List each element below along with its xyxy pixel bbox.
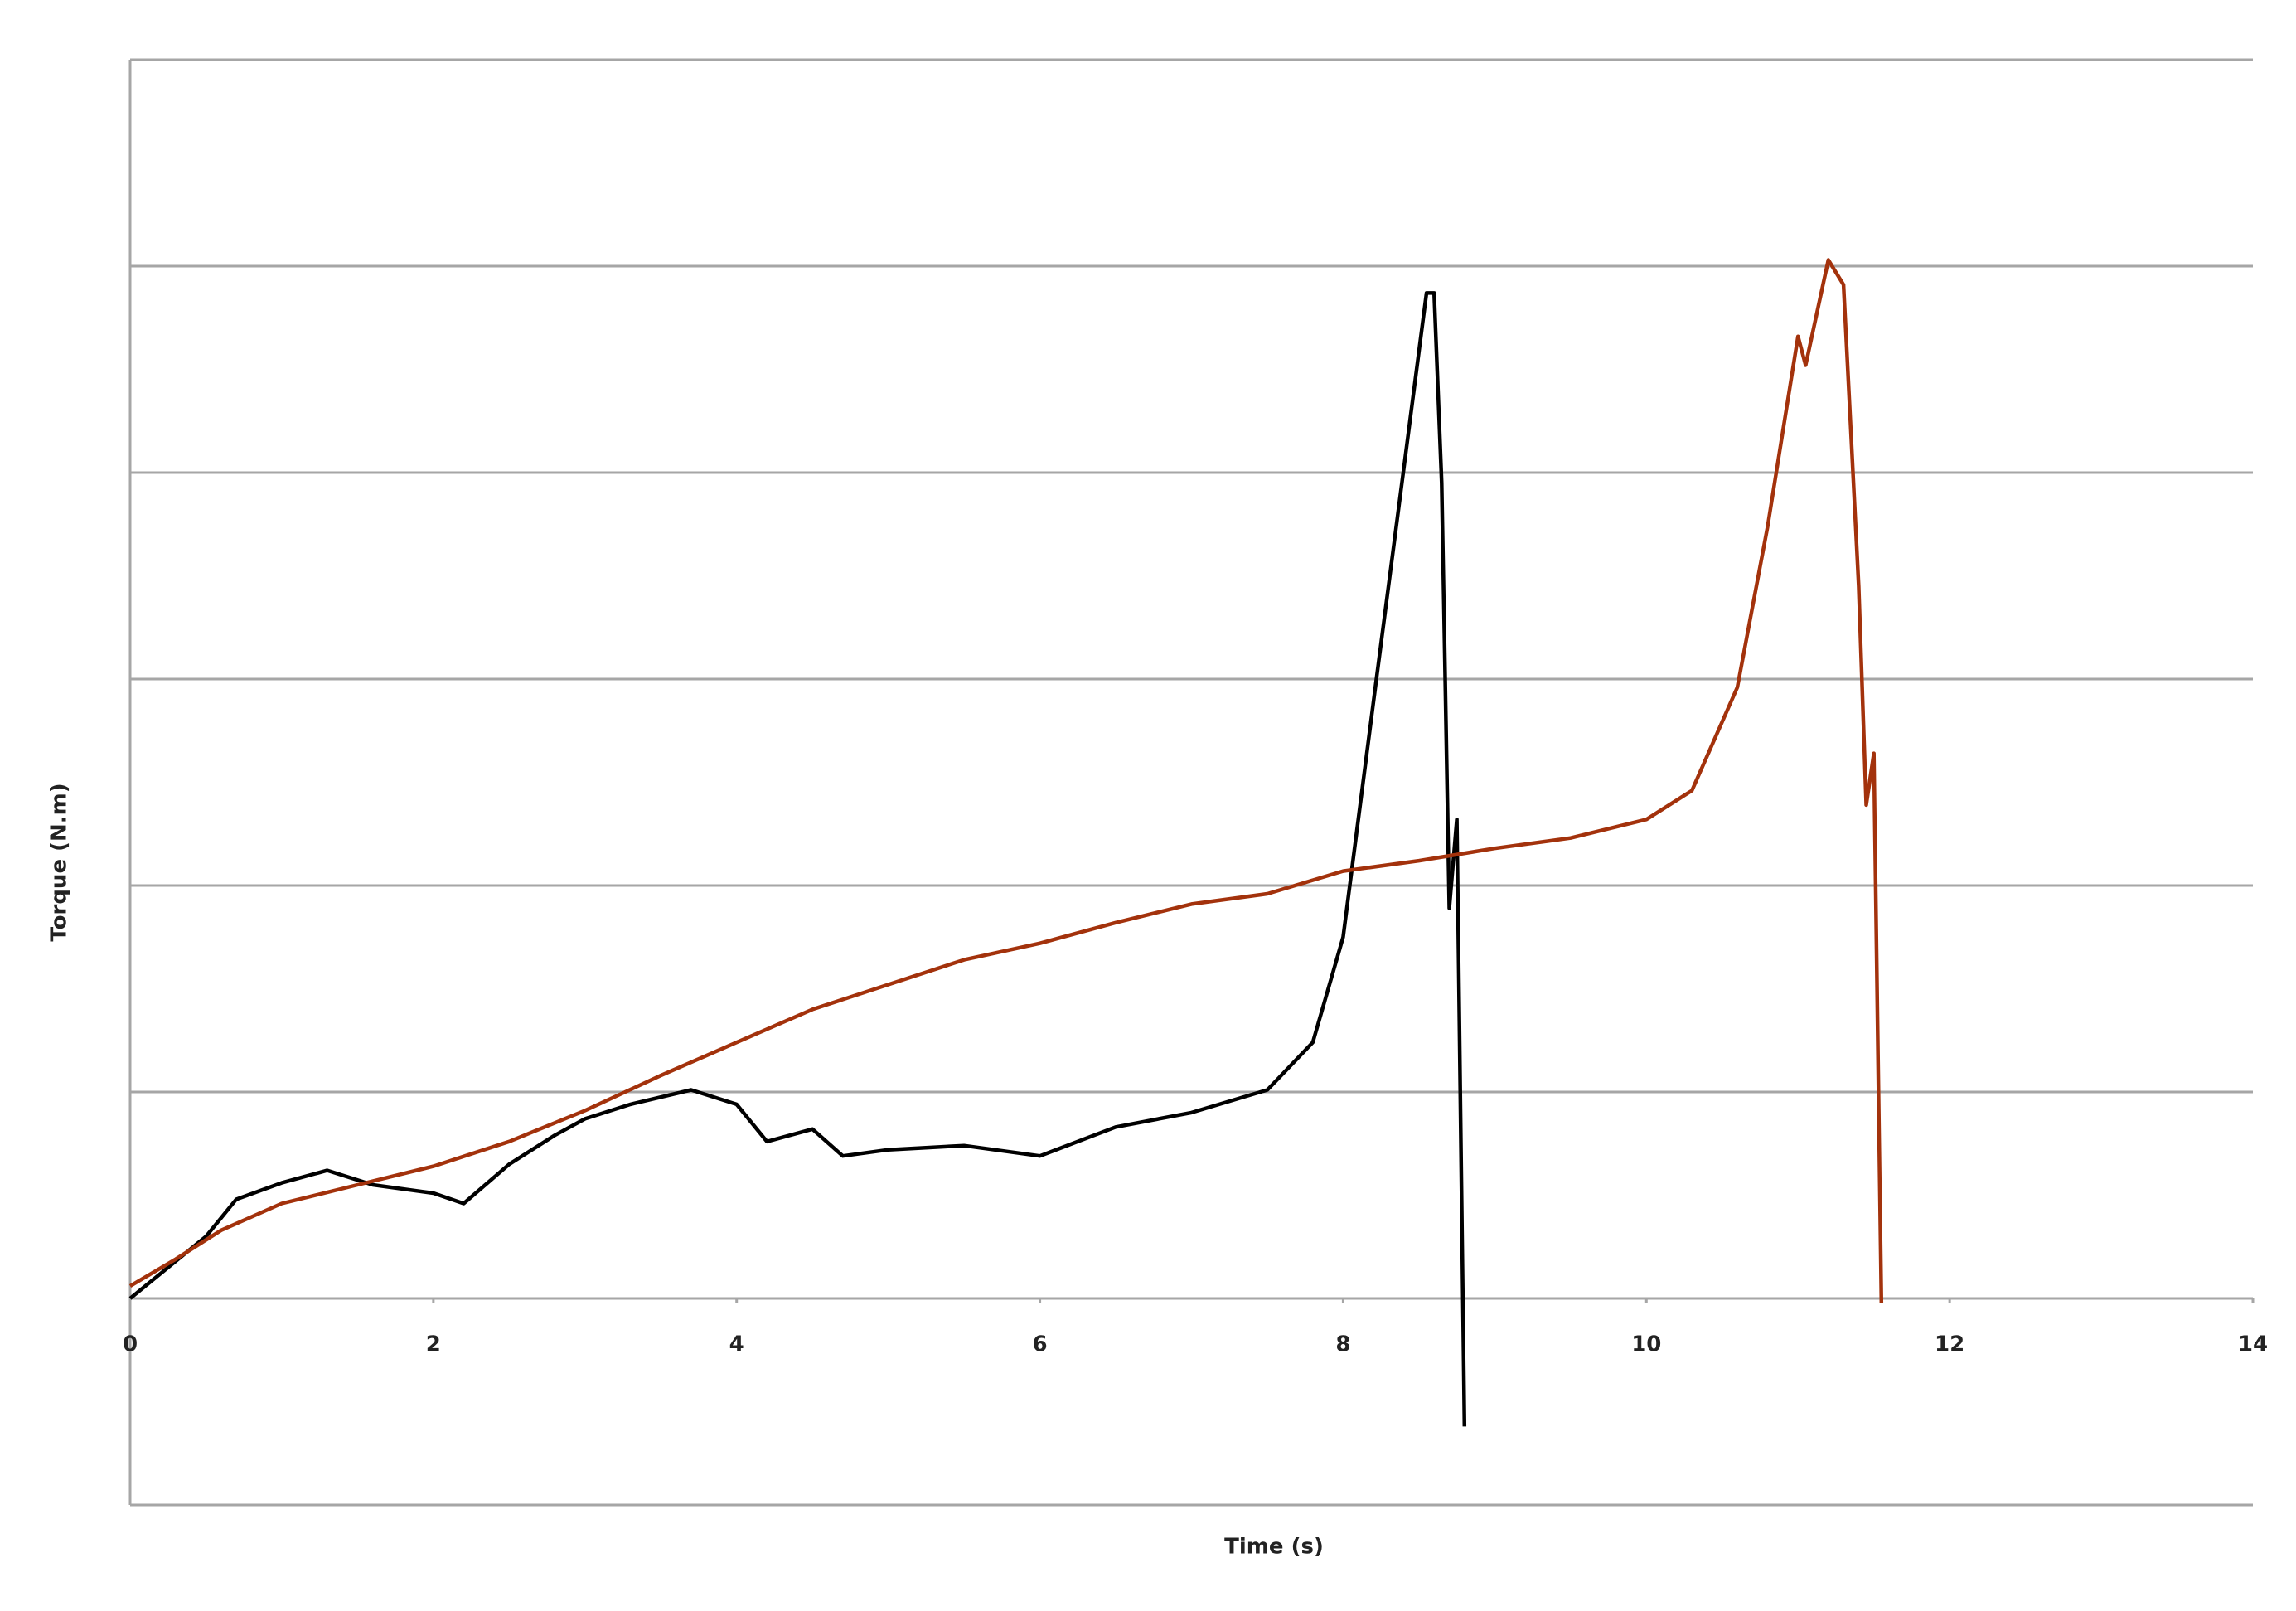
series-line <box>128 258 1884 1303</box>
x-tick-label: 12 <box>1935 1332 1964 1357</box>
x-axis-label: Time (s) <box>1224 1535 1324 1560</box>
x-tick-label: 8 <box>1335 1332 1350 1357</box>
x-tick-label: 4 <box>729 1332 744 1357</box>
y-axis-label: Torque (N.m) <box>47 783 72 941</box>
series-line <box>128 291 1467 1427</box>
x-tick-label: 10 <box>1631 1332 1661 1357</box>
x-tick-label: 0 <box>123 1332 138 1357</box>
x-tick-label: 14 <box>2238 1332 2268 1357</box>
x-tick-label: 2 <box>426 1332 441 1357</box>
x-tick-label: 6 <box>1033 1332 1048 1357</box>
